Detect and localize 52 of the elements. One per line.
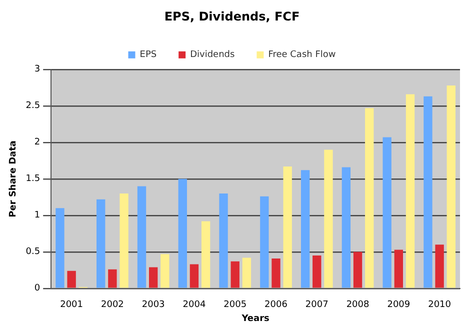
chart-title: EPS, Dividends, FCF: [164, 9, 300, 24]
x-tick-label: 2009: [387, 300, 410, 310]
x-axis-title: Years: [240, 314, 270, 324]
bar: [353, 252, 362, 288]
y-axis-title: Per Share Data: [8, 140, 19, 218]
legend-label: Dividends: [190, 50, 235, 60]
x-tick-label: 2007: [305, 300, 328, 310]
bar: [108, 269, 117, 288]
x-tick-label: 2003: [142, 300, 165, 310]
bar: [283, 166, 292, 288]
legend-label: Free Cash Flow: [268, 50, 336, 60]
y-tick-label: 0: [34, 284, 40, 294]
bar: [435, 244, 444, 288]
bar: [394, 250, 404, 288]
x-tick-label: 2006: [264, 300, 288, 310]
bar: [424, 96, 432, 288]
bar: [272, 258, 280, 288]
bar: [230, 261, 240, 288]
x-tick-label: 2005: [224, 300, 247, 310]
y-tick-label: 0.5: [26, 247, 40, 258]
bar: [148, 267, 158, 288]
bar: [201, 221, 210, 288]
bar: [342, 167, 351, 288]
bar: [365, 108, 374, 288]
bar: [382, 137, 392, 288]
y-tick-label: 1: [34, 210, 40, 221]
y-tick-label: 2: [34, 138, 40, 148]
bar: [300, 170, 310, 288]
bar: [242, 258, 252, 288]
x-tick-label: 2004: [182, 300, 206, 310]
y-tick-label: 1.5: [26, 174, 40, 184]
legend-label: EPS: [140, 50, 157, 60]
bar: [324, 150, 333, 288]
bar: [190, 264, 199, 288]
bar: [160, 254, 170, 288]
bar: [312, 256, 322, 288]
x-tick-label: 2002: [100, 300, 124, 310]
x-tick-label: 2008: [346, 300, 370, 310]
x-tick-label: 2001: [60, 300, 84, 310]
bar: [96, 199, 106, 288]
bar: [446, 85, 456, 288]
y-tick-label: 3: [34, 64, 40, 75]
y-tick-label: 2.5: [26, 101, 40, 112]
bar: [56, 208, 64, 288]
bar: [137, 186, 146, 288]
x-tick-label: 2010: [428, 300, 452, 310]
bar: [67, 270, 76, 288]
bar: [219, 194, 228, 288]
bar: [406, 94, 415, 288]
bar: [120, 194, 128, 288]
bar: [260, 196, 269, 288]
bar: [178, 178, 187, 288]
